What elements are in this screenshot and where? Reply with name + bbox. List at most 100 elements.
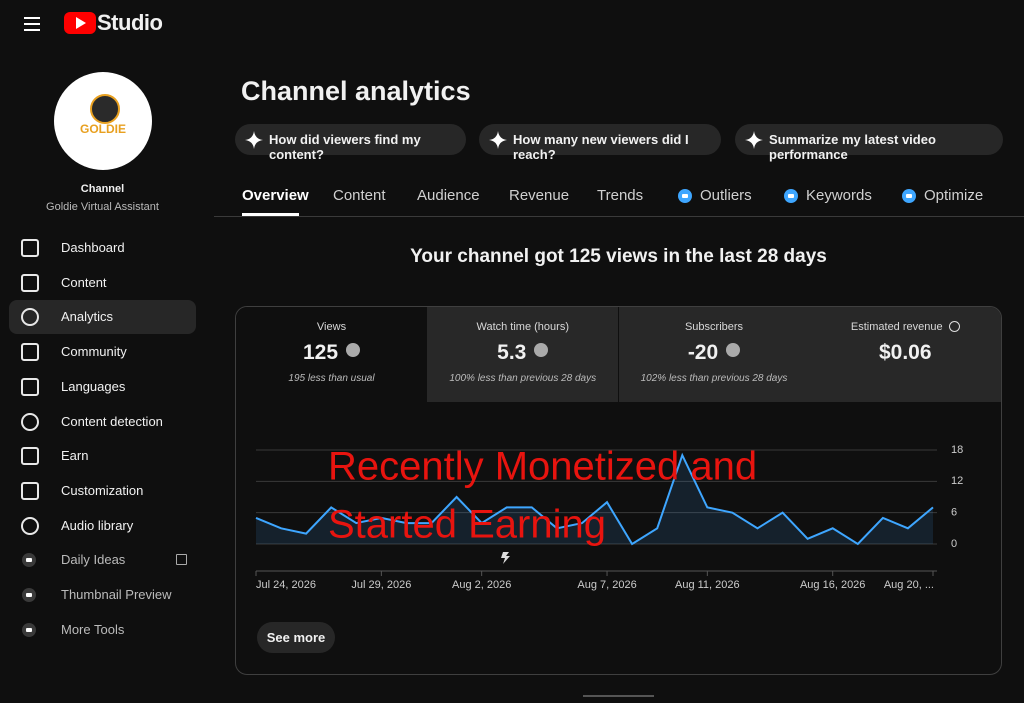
metric-note: 100% less than previous 28 days: [449, 373, 597, 384]
y-tick-label: 18: [951, 444, 963, 456]
metric-tile[interactable]: Views 125 195 less than usual: [236, 307, 427, 402]
metric-label: Subscribers: [684, 321, 744, 333]
badge-icon: [22, 553, 36, 568]
nav-label: Customization: [61, 482, 144, 498]
channel-label: Channel: [80, 183, 125, 195]
metric-note: 195 less than usual: [288, 373, 375, 384]
nav-label: Community: [61, 344, 127, 360]
nav-icon: [21, 273, 39, 292]
nav-item[interactable]: Earn: [9, 439, 196, 473]
nav-label: Content: [61, 274, 107, 290]
nav-label: Dashboard: [61, 240, 125, 255]
badge-icon: [902, 189, 916, 203]
annotation: Started Earning: [328, 503, 606, 547]
headline: Your channel got 125 views in the last 2…: [410, 246, 827, 267]
badge-mark: [788, 194, 794, 198]
nav-item[interactable]: Audio library: [9, 509, 196, 543]
x-tick-label: Aug 11, 2026: [675, 579, 740, 591]
tab[interactable]: Outliers: [700, 187, 752, 204]
nav-label: Languages: [61, 378, 126, 394]
tab[interactable]: Keywords: [806, 187, 872, 204]
nav-label: Audio library: [61, 517, 134, 533]
y-tick-label: 0: [951, 538, 957, 550]
nav-label: Earn: [61, 448, 89, 464]
metric-value: $0.06: [878, 341, 932, 364]
see-more-button[interactable]: See more: [257, 622, 335, 653]
nav-label: Daily Ideas: [61, 552, 126, 568]
prompt-text: How did viewers find my content?: [269, 132, 421, 162]
x-tick-label: Aug 20, ...: [884, 579, 934, 591]
analytics-card: Views 125 195 less than usual Watch time (h…: [235, 306, 1002, 675]
logo-text[interactable]: Studio: [97, 10, 163, 35]
tab[interactable]: Content: [333, 187, 386, 204]
metric-tile[interactable]: Watch time (hours) 5.3 100% less than prev…: [427, 307, 619, 402]
metric-tile[interactable]: Subscribers -20 102% less than previous 28…: [618, 307, 810, 402]
badge-mark: [26, 558, 32, 563]
nav-icon: [21, 447, 39, 466]
metric-tile[interactable]: Estimated revenue $0.06: [809, 307, 1001, 402]
tab[interactable]: Revenue: [509, 187, 570, 204]
nav-item[interactable]: Daily Ideas: [9, 543, 196, 577]
badge-icon: [678, 189, 692, 203]
nav-item[interactable]: More Tools: [9, 613, 196, 647]
nav-icon: [21, 343, 39, 362]
metric-tiles: Views 125 195 less than usual Watch time (h…: [236, 307, 1001, 674]
x-tick-label: Aug 16, 2026: [800, 579, 865, 591]
avatar-figure: [90, 94, 120, 124]
badge-mark: [906, 194, 912, 198]
down-arrow-icon: [534, 343, 549, 357]
nav-label: Thumbnail Preview: [61, 587, 172, 602]
x-tick-label: Jul 24, 2026: [256, 579, 316, 591]
nav-icon: [21, 239, 39, 257]
tab[interactable]: Optimize: [924, 187, 984, 204]
prompt-chip[interactable]: How many new viewers did I reach?: [479, 124, 721, 162]
menu-icon[interactable]: [22, 14, 42, 34]
sparkle: [745, 131, 763, 149]
nav-item[interactable]: Customization: [9, 474, 196, 508]
nav-item[interactable]: Content detection: [9, 405, 196, 439]
avatar-text: GOLDIE: [79, 122, 126, 136]
nav-item[interactable]: Thumbnail Preview: [9, 578, 196, 612]
channel-avatar[interactable]: GOLDIE: [54, 72, 152, 170]
x-tick-label: Aug 2, 2026: [452, 579, 511, 591]
logo-icon[interactable]: [64, 11, 96, 35]
annotation: Recently Monetized and: [328, 445, 757, 489]
prompt-text: How many new viewers did I reach?: [513, 132, 689, 162]
page-title: Channel analytics: [241, 76, 471, 106]
y-tick-label: 12: [951, 475, 963, 487]
nav-item[interactable]: Analytics: [9, 300, 196, 335]
nav-icon: [21, 412, 39, 431]
sparkle-icon: [745, 131, 763, 149]
badge-icon: [22, 588, 36, 602]
badge-mark: [682, 194, 688, 198]
tab[interactable]: Overview: [242, 187, 309, 204]
external-icon: [176, 554, 187, 566]
badge-icon: [22, 622, 36, 637]
metric-value: 125: [236, 341, 427, 365]
x-tick-label: Aug 7, 2026: [577, 579, 636, 591]
tab[interactable]: Audience: [417, 187, 480, 204]
nav-item[interactable]: Content: [9, 266, 196, 300]
nav-item[interactable]: Dashboard: [9, 231, 196, 265]
nav-label: Content detection: [61, 413, 163, 429]
nav-item[interactable]: Community: [9, 335, 196, 369]
line: [255, 452, 934, 546]
prompt-chip[interactable]: Summarize my latest video performance: [735, 124, 1003, 162]
badge-mark: [26, 627, 32, 632]
nav-label: Analytics: [61, 309, 114, 325]
y-tick-label: 6: [951, 507, 957, 519]
metric-label: Views: [316, 321, 347, 333]
nav-item[interactable]: Languages: [9, 370, 196, 404]
prompt-text: Summarize my latest video performance: [769, 132, 936, 162]
prompt-chip[interactable]: How did viewers find my content?: [235, 124, 466, 162]
metric-label: Watch time (hours): [476, 321, 569, 333]
tab[interactable]: Trends: [597, 187, 644, 204]
metric-value: -20: [619, 341, 810, 365]
sparkle-icon: [245, 131, 263, 149]
down-arrow-icon: [726, 343, 741, 357]
nav-icon: [21, 516, 39, 535]
x-tick-label: Jul 29, 2026: [351, 579, 411, 591]
tab-underline: [242, 213, 299, 216]
